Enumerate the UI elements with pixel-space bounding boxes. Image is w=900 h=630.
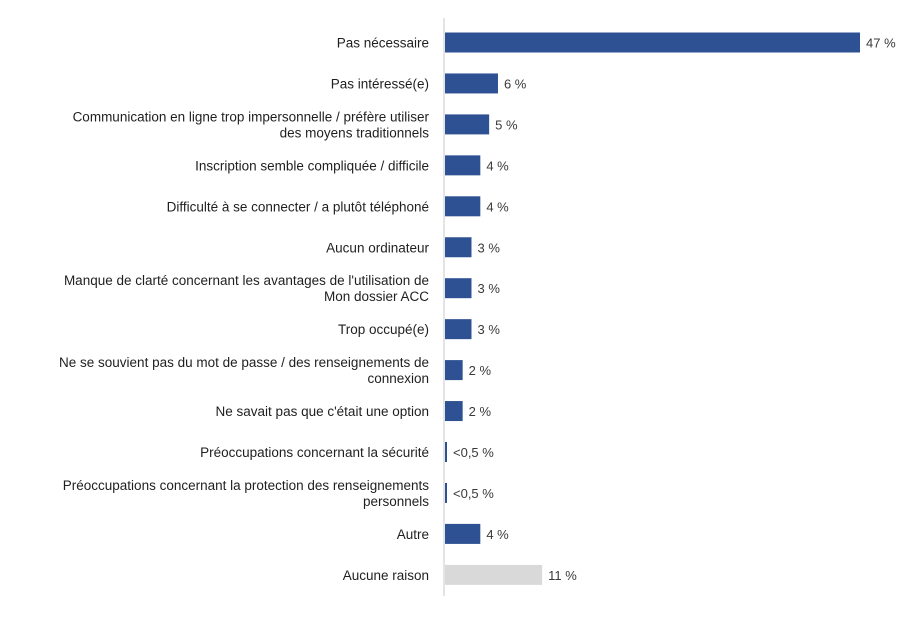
category-label-11: Préoccupations concernant la protection … [63,478,429,509]
bar-9 [445,401,463,422]
bar-0 [445,32,861,53]
bar-11 [445,482,447,503]
bar-7 [445,319,472,340]
bar-12 [445,523,481,544]
value-label-2: 5 % [495,117,518,132]
category-label-12: Autre [397,527,429,542]
bar-13 [445,564,543,585]
category-label-5: Aucun ordinateur [326,240,429,255]
category-label-13: Aucune raison [343,568,429,583]
category-label-9: Ne savait pas que c'était une option [216,404,429,419]
value-label-8: 2 % [469,363,492,378]
bar-8 [445,360,463,381]
bar-5 [445,237,472,258]
value-label-13: 11 % [548,568,577,583]
bar-1 [445,73,498,94]
value-label-9: 2 % [469,404,492,419]
bar-2 [445,114,490,135]
value-label-6: 3 % [477,281,500,296]
bar-6 [445,278,472,299]
value-label-3: 4 % [486,158,509,173]
category-label-2: Communication en ligne trop impersonnell… [73,109,430,140]
category-label-6: Manque de clarté concernant les avantage… [64,273,429,304]
value-label-10: <0,5 % [453,445,494,460]
value-label-0: 47 % [866,36,896,51]
value-label-7: 3 % [477,322,500,337]
category-label-4: Difficulté à se connecter / a plutôt tél… [167,199,429,214]
bar-3 [445,155,481,176]
category-label-0: Pas nécessaire [337,36,429,51]
category-label-8: Ne se souvient pas du mot de passe / des… [59,355,429,386]
category-label-1: Pas intéressé(e) [331,76,429,91]
category-label-10: Préoccupations concernant la sécurité [200,445,429,460]
category-label-3: Inscription semble compliquée / difficil… [195,158,429,173]
value-label-12: 4 % [486,527,509,542]
value-label-5: 3 % [477,240,500,255]
value-label-11: <0,5 % [453,486,494,501]
value-label-4: 4 % [486,199,509,214]
bar-4 [445,196,481,217]
value-label-1: 6 % [504,76,527,91]
category-label-7: Trop occupé(e) [338,322,429,337]
bar-10 [445,442,447,462]
